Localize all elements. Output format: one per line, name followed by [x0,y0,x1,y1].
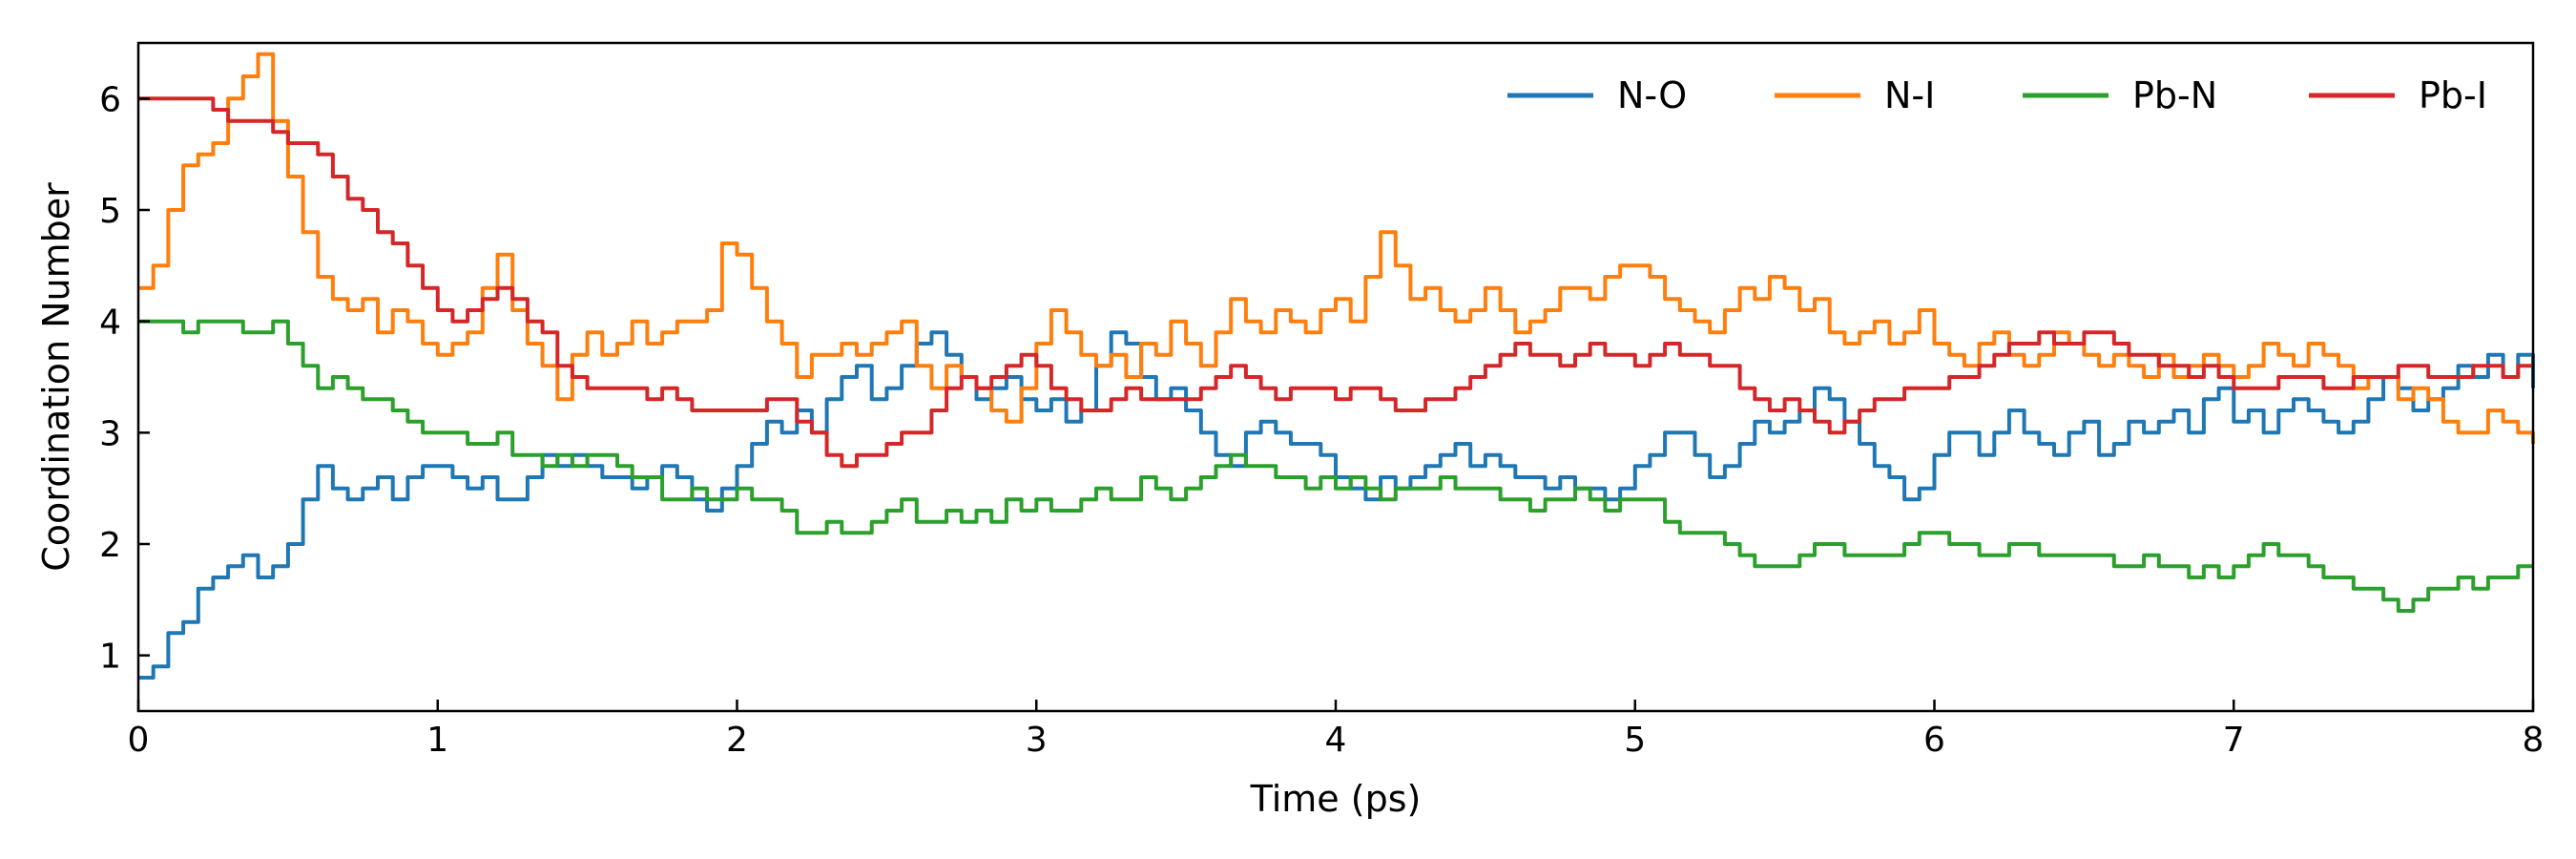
y-tick-label: 2 [99,526,121,565]
x-tick-label: 7 [2223,721,2245,760]
x-tick-label: 1 [426,721,448,760]
legend-label-n-o: N-O [1617,74,1687,116]
series-line-n-i [138,52,2535,444]
series-line-pb-n [138,319,2533,613]
legend-label-pb-n: Pb-N [2132,74,2217,116]
legend-label-pb-i: Pb-I [2419,74,2487,116]
y-tick-label: 5 [99,192,121,231]
x-tick-label: 0 [128,721,150,760]
y-axis-title: Coordination Number [35,182,77,572]
x-axis-title: Time (ps) [1250,778,1422,820]
x-tick-label: 6 [1923,721,1945,760]
legend-label-n-i: N-I [1884,74,1935,116]
x-tick-label: 3 [1026,721,1048,760]
y-tick-label: 4 [99,304,121,343]
series-layer [138,52,2535,680]
x-tick-label: 2 [726,721,748,760]
legend: N-O N-I Pb-N Pb-I [1507,74,2487,116]
y-tick-label: 1 [99,638,121,677]
y-tick-label: 3 [99,414,121,453]
x-tick-label: 4 [1325,721,1347,760]
x-tick-label: 8 [2523,721,2545,760]
series-line-pb-i [138,96,2533,469]
y-tick-label: 6 [99,80,121,119]
x-tick-label: 5 [1624,721,1646,760]
series-line-n-o [138,330,2535,680]
ticks-layer: 0 1 2 3 4 5 6 7 8 1 2 3 4 5 6 [99,80,2544,760]
